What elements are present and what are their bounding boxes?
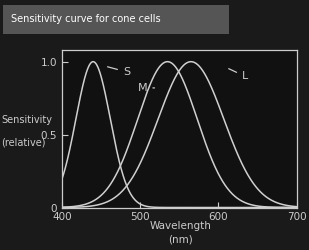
Text: (nm): (nm) [168, 234, 193, 244]
Text: Sensitivity: Sensitivity [2, 115, 53, 125]
Text: S: S [108, 67, 130, 77]
Text: (relative): (relative) [2, 138, 46, 147]
Text: L: L [229, 69, 248, 81]
Text: M: M [138, 83, 154, 93]
Text: Sensitivity curve for cone cells: Sensitivity curve for cone cells [11, 14, 160, 24]
Text: Wavelength: Wavelength [150, 221, 212, 231]
